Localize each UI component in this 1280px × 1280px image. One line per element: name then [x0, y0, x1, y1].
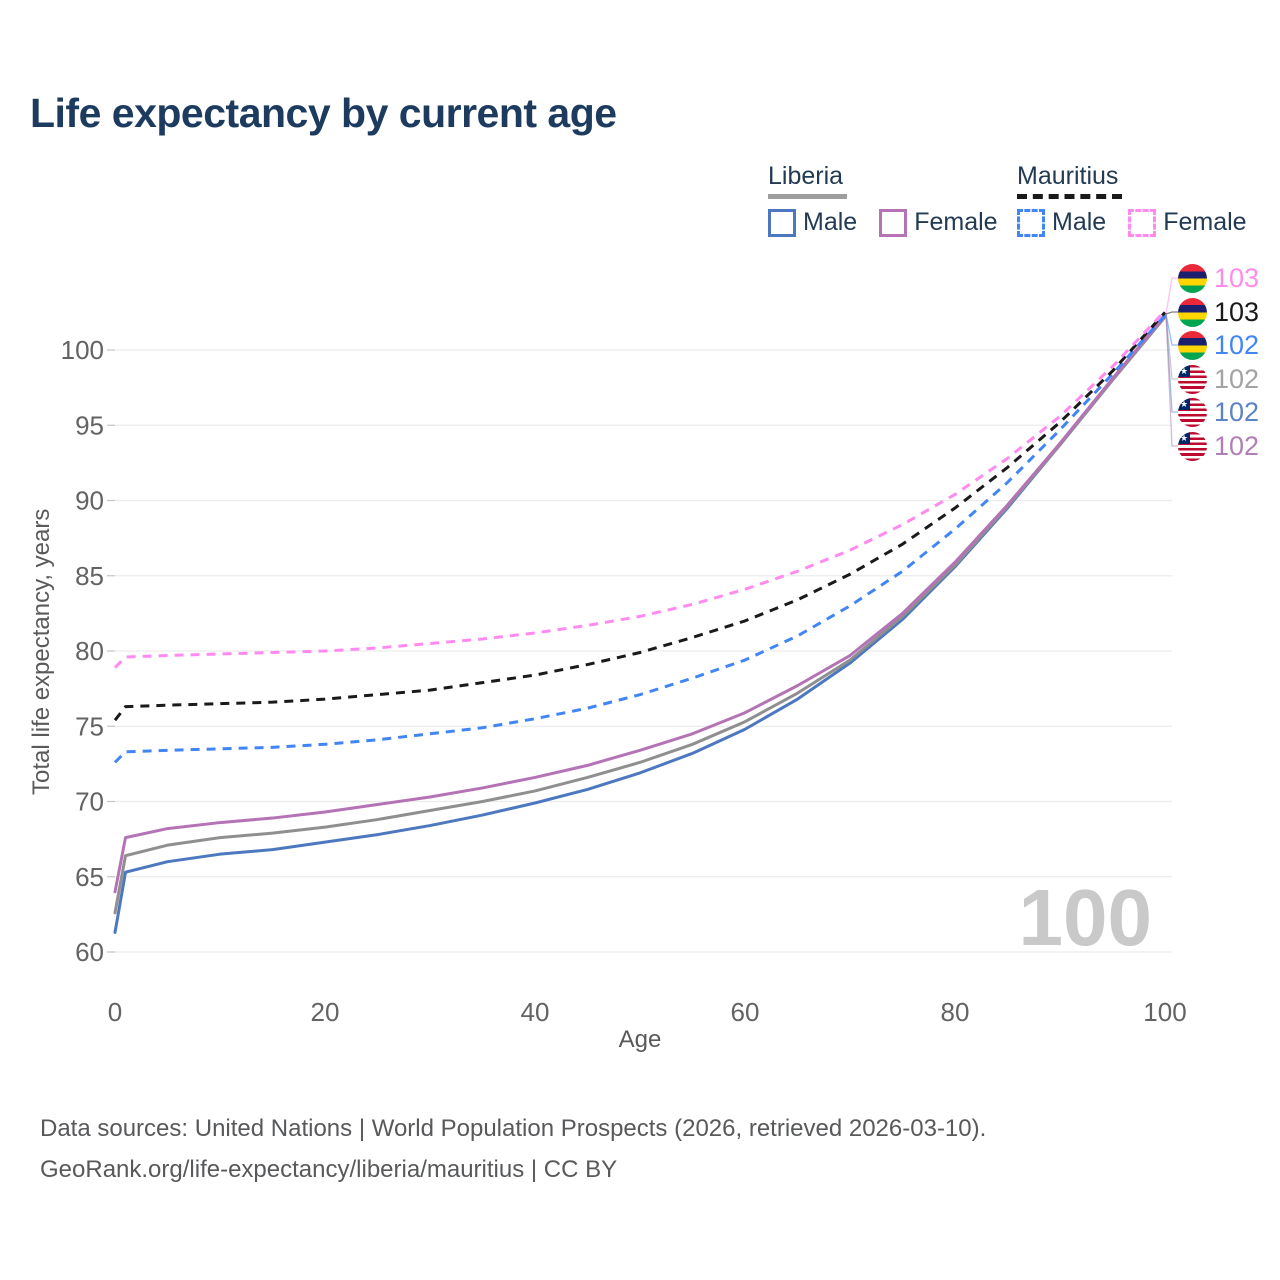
attribution-text: GeoRank.org/life-expectancy/liberia/maur…: [40, 1156, 618, 1183]
end-label-connector: [1165, 313, 1178, 447]
end-label-row: 102: [1178, 328, 1259, 362]
liberia-star: ★: [1178, 431, 1190, 444]
end-label-value: 103: [1214, 296, 1260, 327]
footer: Data sources: United Nations | World Pop…: [40, 1108, 986, 1190]
legend-country-label: Liberia: [768, 162, 848, 199]
end-label-connector: [1165, 313, 1178, 380]
x-tick-label: 80: [941, 997, 970, 1027]
y-tick-label: 70: [75, 787, 104, 817]
legend-item-label: Female: [1163, 208, 1247, 236]
end-label-value: 102: [1214, 363, 1260, 394]
y-tick-label: 75: [75, 711, 104, 741]
liberia-star: ★: [1178, 397, 1190, 410]
end-label-value: 102: [1214, 329, 1260, 360]
age-watermark: 100: [1019, 873, 1152, 962]
end-label-row: ★ 102: [1178, 395, 1259, 429]
end-label-row: ★ 102: [1178, 429, 1259, 463]
data-sources-text: Data sources: United Nations | World Pop…: [40, 1115, 987, 1142]
legend-checkbox-male[interactable]: [768, 208, 796, 237]
y-axis-title: Total life expectancy, years: [28, 508, 55, 796]
x-tick-label: 20: [311, 997, 340, 1027]
end-label-value: 102: [1214, 396, 1260, 427]
end-label-value: 102: [1214, 430, 1260, 461]
y-tick-label: 65: [75, 862, 104, 892]
end-label-row: ★ 102: [1178, 362, 1259, 396]
y-tick-label: 60: [75, 937, 104, 967]
series-line-liberia-male: [113, 315, 1167, 934]
series-line-liberia-both: [113, 315, 1167, 915]
y-tick-label: 100: [61, 335, 104, 365]
y-tick-label: 85: [75, 561, 104, 591]
mauritius-flag-icon: [1178, 263, 1207, 293]
liberia-flag-icon: ★: [1178, 397, 1207, 427]
y-tick-label: 90: [75, 486, 104, 516]
legend-group-mauritius: Mauritius Male Female: [1017, 162, 1247, 237]
page-title: Life expectancy by current age: [30, 90, 617, 136]
liberia-flag-icon: ★: [1178, 431, 1207, 461]
x-tick-label: 60: [731, 997, 760, 1027]
end-label-connector: [1165, 311, 1178, 315]
legend-item-liberia-female[interactable]: Female: [879, 208, 998, 237]
liberia-flag-icon: ★: [1178, 364, 1207, 394]
mauritius-flag-icon: [1178, 330, 1207, 360]
legend-checkbox-male[interactable]: [1017, 208, 1045, 237]
legend-country-label: Mauritius: [1017, 162, 1123, 199]
legend-item-mauritius-male[interactable]: Male: [1017, 208, 1106, 237]
series-line-mauritius-both: [113, 311, 1167, 722]
end-label-connector: [1165, 313, 1178, 346]
legend-item-label: Male: [1052, 208, 1107, 236]
x-axis-title: Age: [618, 1026, 662, 1053]
liberia-star: ★: [1178, 364, 1190, 377]
series-line-liberia-female: [113, 313, 1167, 894]
legend-checkbox-female[interactable]: [879, 208, 908, 237]
end-label-row: 103: [1178, 261, 1259, 295]
legend-checkbox-female[interactable]: [1128, 208, 1157, 237]
legend-item-label: Male: [803, 208, 858, 236]
legend-item-label: Female: [914, 208, 998, 236]
end-label-row: 103: [1178, 295, 1259, 329]
legend-group-liberia: Liberia Male Female: [768, 162, 998, 237]
y-tick-label: 80: [75, 636, 104, 666]
end-label-connector: [1165, 277, 1178, 315]
legend-item-mauritius-female[interactable]: Female: [1128, 208, 1247, 237]
y-tick-label: 95: [75, 410, 104, 440]
legend-item-liberia-male[interactable]: Male: [768, 208, 857, 237]
end-label-value: 103: [1214, 262, 1260, 293]
series-line-mauritius-female: [113, 309, 1167, 669]
x-tick-label: 100: [1143, 997, 1186, 1027]
mauritius-flag-icon: [1178, 297, 1207, 327]
series-line-mauritius-male: [113, 314, 1167, 764]
x-tick-label: 0: [108, 997, 122, 1027]
x-tick-label: 40: [521, 997, 550, 1027]
